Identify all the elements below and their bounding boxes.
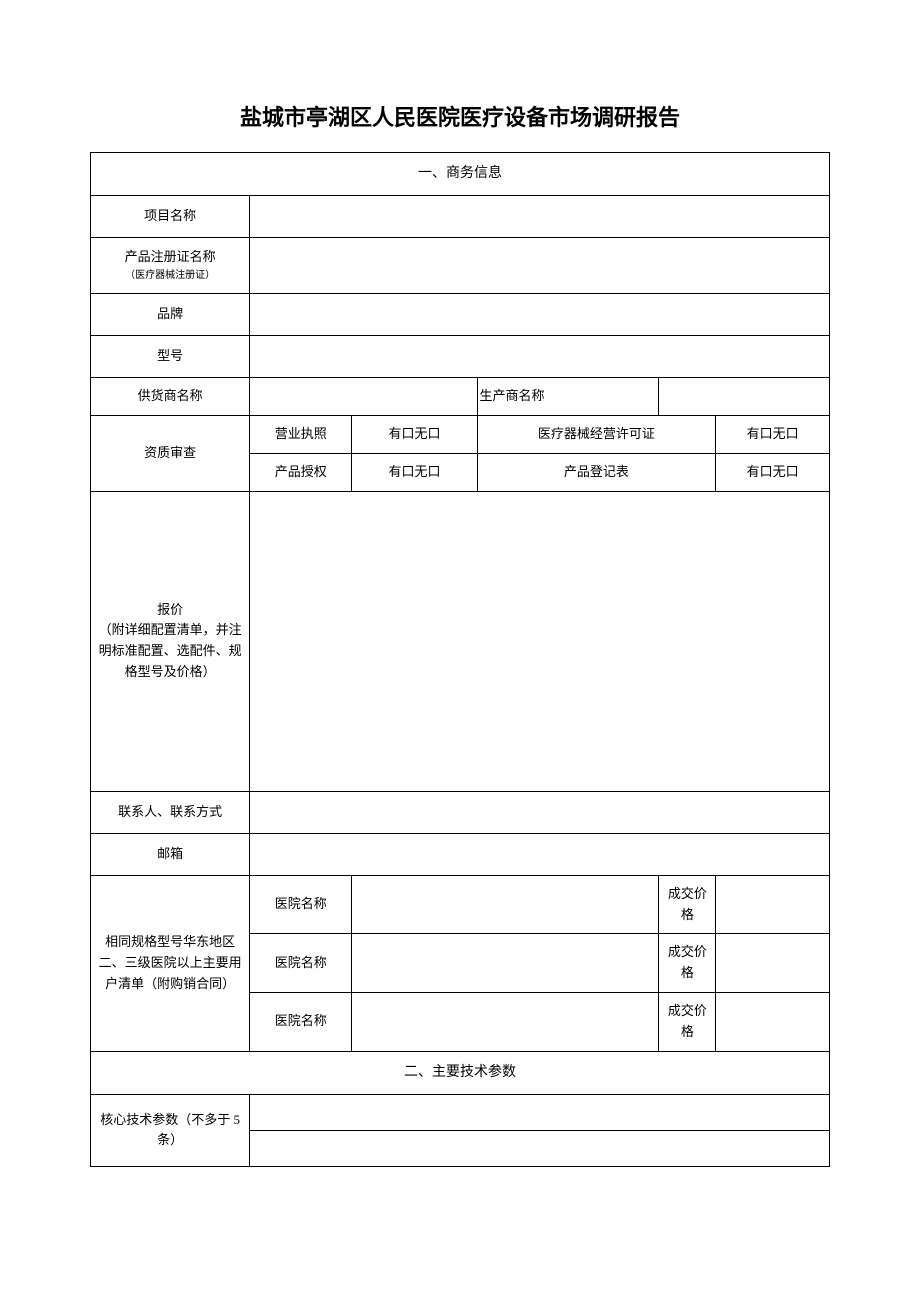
- table-row: 相同规格型号华东地区二、三级医院以上主要用户清单（附购销合同） 医院名称 成交价…: [91, 875, 830, 934]
- has-none-4: 有口无口: [716, 453, 830, 491]
- manufacturer-value: [659, 378, 830, 416]
- project-name-value: [250, 196, 830, 238]
- model-value: [250, 336, 830, 378]
- section-2-header: 二、主要技术参数: [91, 1051, 830, 1094]
- quote-desc: （附详细配置清单，并注明标准配置、选配件、规格型号及价格）: [99, 622, 242, 679]
- table-row: 核心技术参数（不多于 5 条）: [91, 1094, 830, 1130]
- document-title: 盐城市亭湖区人民医院医疗设备市场调研报告: [90, 100, 830, 132]
- core-params-label: 核心技术参数（不多于 5 条）: [91, 1094, 250, 1166]
- product-reg-table-label: 产品登记表: [477, 453, 716, 491]
- product-reg-label: 产品注册证名称 （医疗器械注册证）: [91, 238, 250, 294]
- table-row: 联系人、联系方式: [91, 791, 830, 833]
- report-table: 一、商务信息 项目名称 产品注册证名称 （医疗器械注册证） 品牌 型号 供货商名…: [90, 152, 830, 1167]
- project-name-label: 项目名称: [91, 196, 250, 238]
- hospital-name-label-1: 医院名称: [250, 875, 352, 934]
- user-list-label: 相同规格型号华东地区二、三级医院以上主要用户清单（附购销合同）: [91, 875, 250, 1051]
- product-auth-label: 产品授权: [250, 453, 352, 491]
- core-params-value-1: [250, 1094, 830, 1130]
- quote-label: 报价 （附详细配置清单，并注明标准配置、选配件、规格型号及价格）: [91, 491, 250, 791]
- table-row: 品牌: [91, 294, 830, 336]
- product-reg-name: 产品注册证名称: [125, 249, 216, 264]
- table-row: 二、主要技术参数: [91, 1051, 830, 1094]
- email-label: 邮箱: [91, 833, 250, 875]
- core-params-value-2: [250, 1130, 830, 1166]
- deal-price-label-1: 成交价格: [659, 875, 716, 934]
- contact-value: [250, 791, 830, 833]
- deal-price-value-3: [716, 992, 830, 1051]
- email-value: [250, 833, 830, 875]
- hospital-name-value-2: [352, 934, 659, 993]
- hospital-name-value-3: [352, 992, 659, 1051]
- quote-value: [250, 491, 830, 791]
- contact-label: 联系人、联系方式: [91, 791, 250, 833]
- product-reg-value: [250, 238, 830, 294]
- hospital-name-label-2: 医院名称: [250, 934, 352, 993]
- table-row: 资质审查 营业执照 有口无口 医疗器械经营许可证 有口无口: [91, 416, 830, 454]
- product-reg-sub: （医疗器械注册证）: [97, 268, 243, 284]
- deal-price-label-2: 成交价格: [659, 934, 716, 993]
- table-row: 项目名称: [91, 196, 830, 238]
- section-1-header: 一、商务信息: [91, 153, 830, 196]
- hospital-name-value-1: [352, 875, 659, 934]
- manufacturer-label: 生产商名称: [477, 378, 659, 416]
- qualification-label: 资质审查: [91, 416, 250, 492]
- table-row: 供货商名称 生产商名称: [91, 378, 830, 416]
- brand-label: 品牌: [91, 294, 250, 336]
- has-none-1: 有口无口: [352, 416, 477, 454]
- brand-value: [250, 294, 830, 336]
- table-row: 报价 （附详细配置清单，并注明标准配置、选配件、规格型号及价格）: [91, 491, 830, 791]
- hospital-name-label-3: 医院名称: [250, 992, 352, 1051]
- business-license-label: 营业执照: [250, 416, 352, 454]
- table-row: 一、商务信息: [91, 153, 830, 196]
- has-none-2: 有口无口: [716, 416, 830, 454]
- deal-price-label-3: 成交价格: [659, 992, 716, 1051]
- deal-price-value-2: [716, 934, 830, 993]
- supplier-label: 供货商名称: [91, 378, 250, 416]
- model-label: 型号: [91, 336, 250, 378]
- supplier-value: [250, 378, 477, 416]
- table-row: 型号: [91, 336, 830, 378]
- table-row: 邮箱: [91, 833, 830, 875]
- table-row: 产品注册证名称 （医疗器械注册证）: [91, 238, 830, 294]
- quote-title: 报价: [157, 602, 183, 617]
- medical-license-label: 医疗器械经营许可证: [477, 416, 716, 454]
- deal-price-value-1: [716, 875, 830, 934]
- has-none-3: 有口无口: [352, 453, 477, 491]
